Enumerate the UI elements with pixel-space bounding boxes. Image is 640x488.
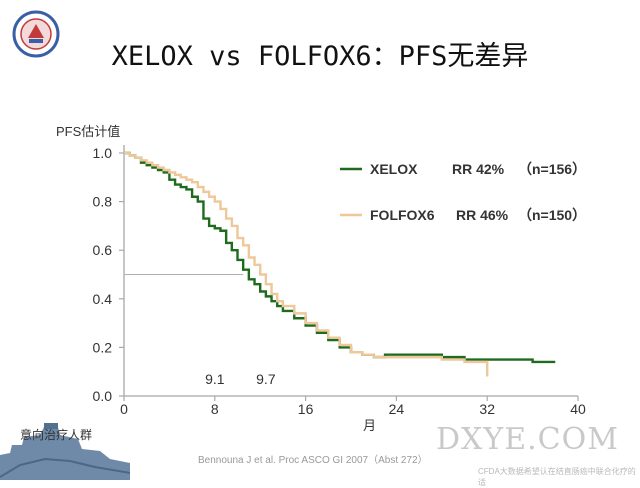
chart-legend: XELOX RR 42% （n=156） FOLFOX6 RR 46% （n=150） xyxy=(340,161,586,223)
x-tick-label: 40 xyxy=(570,401,586,417)
institution-logo xyxy=(12,10,60,58)
y-tick-label: 0.2 xyxy=(93,339,113,355)
y-tick-label: 0.8 xyxy=(93,194,113,210)
watermark-caption: CFDA大数据希望认在结直肠癌中联合化疗的适 xyxy=(478,467,636,487)
x-tick-label: 32 xyxy=(479,401,495,417)
x-tick-label: 16 xyxy=(298,401,314,417)
legend-n: （n=150） xyxy=(518,207,586,223)
x-tick-label: 0 xyxy=(120,401,128,417)
y-tick-label: 0.6 xyxy=(93,242,113,258)
y-axis-label: PFS估计值 xyxy=(56,124,120,139)
population-label: 意向治疗人群 xyxy=(20,428,93,442)
legend-rr: RR 46% xyxy=(456,207,509,223)
legend-n: （n=156） xyxy=(518,161,586,177)
x-axis-label: 月 xyxy=(363,418,376,433)
median-value-label: 9.7 xyxy=(256,371,276,387)
citation: Bennouna J et al. Proc ASCO GI 2007（Abst… xyxy=(198,455,428,466)
legend-rr: RR 42% xyxy=(452,161,505,177)
x-tick-label: 8 xyxy=(211,401,219,417)
great-wall-decoration xyxy=(0,423,130,480)
legend-series-name: FOLFOX6 xyxy=(370,207,435,223)
series-line-xelox xyxy=(124,151,556,364)
legend-series-name: XELOX xyxy=(370,161,418,177)
slide-title: XELOX vs FOLFOX6：PFS无差异 xyxy=(111,41,529,72)
median-value-label: 9.1 xyxy=(205,371,225,387)
y-tick-label: 1.0 xyxy=(93,145,113,161)
y-tick-label: 0.4 xyxy=(93,291,113,307)
series-line-folfox6 xyxy=(124,151,489,377)
x-tick-label: 24 xyxy=(389,401,405,417)
y-tick-label: 0.0 xyxy=(93,388,113,404)
watermark: DXYE.COM xyxy=(436,422,619,457)
chart-axes xyxy=(123,145,578,397)
